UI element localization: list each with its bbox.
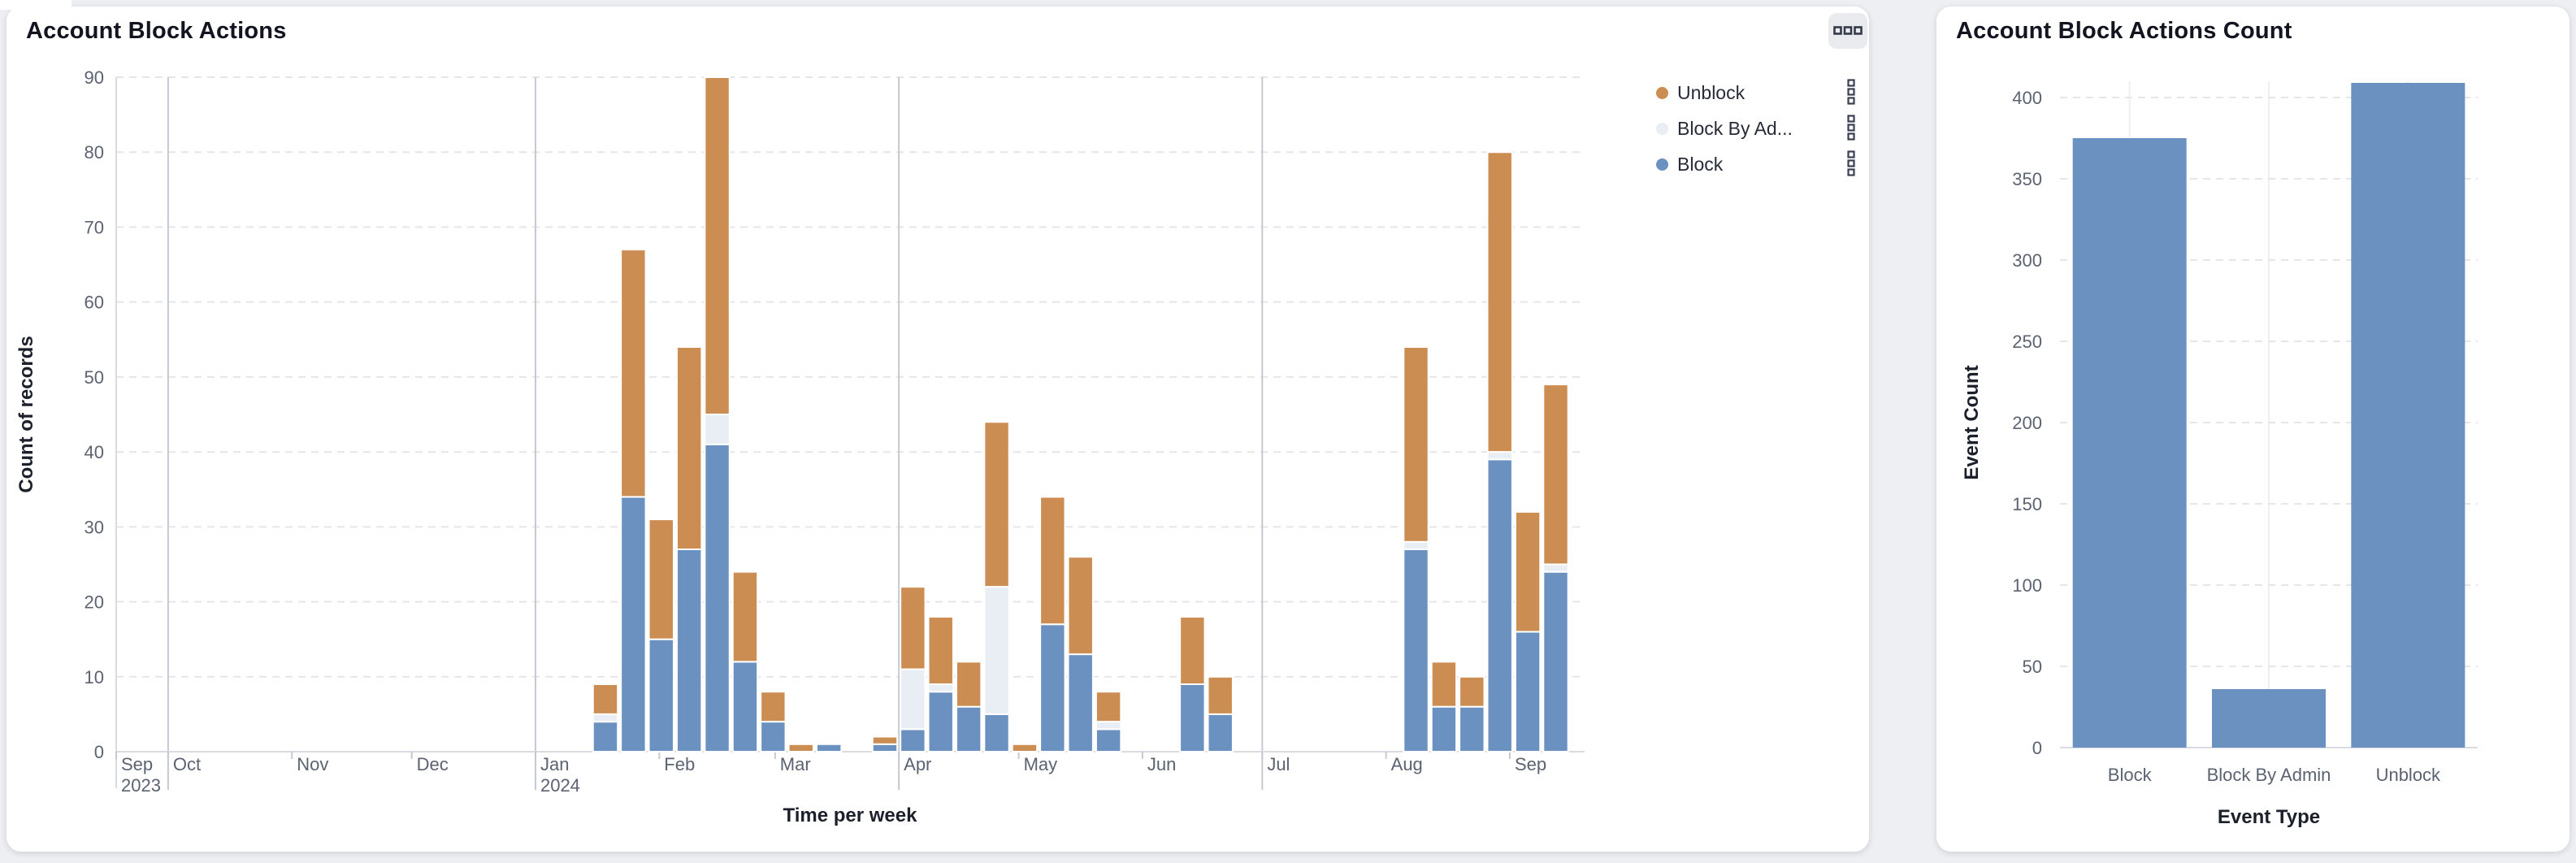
bar-segment[interactable] [592,721,619,753]
kebab-squares-icon [1846,78,1856,107]
right-panel-title: Account Block Actions Count [1956,18,2292,44]
bar-segment[interactable] [592,683,619,715]
bar-segment[interactable] [871,735,899,745]
bar-segment[interactable] [1542,563,1569,573]
bar-segment[interactable] [1095,728,1122,752]
bar-segment[interactable] [592,713,619,723]
bar-segment[interactable] [871,743,899,752]
bar-segment[interactable] [815,743,843,752]
bar-segment[interactable] [1430,661,1458,708]
bar-segment[interactable] [955,661,982,708]
bar-segment[interactable] [1067,653,1094,752]
left-panel-title: Account Block Actions [26,18,287,44]
bar-segment[interactable] [983,713,1010,752]
bar-segment[interactable] [704,414,731,445]
bar-segment[interactable] [1486,151,1513,453]
bar-segment[interactable] [1067,556,1094,656]
legend-item-block[interactable]: Block [1656,150,1864,176]
bar-segment[interactable] [983,421,1010,588]
bar-segment[interactable] [1486,451,1513,461]
bar-segment[interactable] [2072,138,2187,748]
bar-segment[interactable] [648,518,674,640]
bar-segment[interactable] [1403,540,1429,551]
bar-segment[interactable] [927,691,954,753]
bar-segment[interactable] [983,586,1010,715]
bar-segment[interactable] [1459,675,1485,708]
bar-segment[interactable] [927,683,954,693]
bar-segment[interactable] [927,616,954,686]
bar-segment[interactable] [2212,689,2326,748]
bar-segment[interactable] [760,721,787,753]
bar-segment[interactable] [704,443,731,752]
bar-segment[interactable] [1179,616,1206,686]
bar-segment[interactable] [675,346,703,551]
bar-segment[interactable] [731,661,759,753]
bar-segment[interactable] [1542,570,1569,752]
unblock-swatch-icon [1656,86,1668,99]
bar-segment[interactable] [1039,496,1066,626]
bar-segment[interactable] [1039,623,1066,752]
bar-segment[interactable] [2351,83,2465,748]
bar-segment[interactable] [1514,510,1542,633]
bar-segment[interactable] [1179,683,1206,752]
bar-segment[interactable] [1207,675,1234,715]
grid-squares-icon [1833,25,1863,39]
panel-menu-button[interactable] [1828,13,1867,49]
bar-segment[interactable] [1403,549,1429,753]
bar-segment[interactable] [1095,691,1122,723]
legend-item-label: Block By Ad... [1677,117,1793,139]
bar-segment[interactable] [1095,721,1122,731]
bar-segment[interactable] [1459,705,1485,753]
legend-item-unblock[interactable]: Unblock [1656,78,1864,105]
bar-segment[interactable] [704,76,731,416]
kebab-squares-icon [1846,150,1856,179]
bar-segment[interactable] [1430,705,1458,753]
bar-segment[interactable] [955,705,982,753]
legend-kebab-button[interactable] [1845,149,1858,180]
legend-item-label: Unblock [1677,81,1746,103]
bar-segment[interactable] [900,586,926,670]
bar-segment[interactable] [1011,743,1039,752]
bar-segment[interactable] [1403,346,1429,543]
bar-segment[interactable] [1542,384,1569,566]
bar-segment[interactable] [648,638,674,752]
block-by-admin-swatch-icon [1656,122,1668,135]
bar-segment[interactable] [731,570,759,663]
kebab-squares-icon [1846,114,1856,143]
legend-kebab-button[interactable] [1845,113,1858,145]
legend-item-label: Block [1677,153,1724,175]
bar-segment[interactable] [620,249,647,498]
legend-item-block-by-admin[interactable]: Block By Ad... [1656,114,1864,141]
bar-segment[interactable] [1207,713,1234,752]
bar-segment[interactable] [900,728,926,752]
legend-kebab-button[interactable] [1845,77,1858,109]
bar-segment[interactable] [760,691,787,723]
block-swatch-icon [1656,158,1668,171]
bar-segment[interactable] [620,496,647,752]
top-left-notch [0,0,72,10]
bar-segment[interactable] [1514,631,1542,753]
bar-segment[interactable] [1486,458,1513,753]
bar-segment[interactable] [675,549,703,753]
bar-segment[interactable] [787,743,814,752]
bar-segment[interactable] [900,668,926,731]
